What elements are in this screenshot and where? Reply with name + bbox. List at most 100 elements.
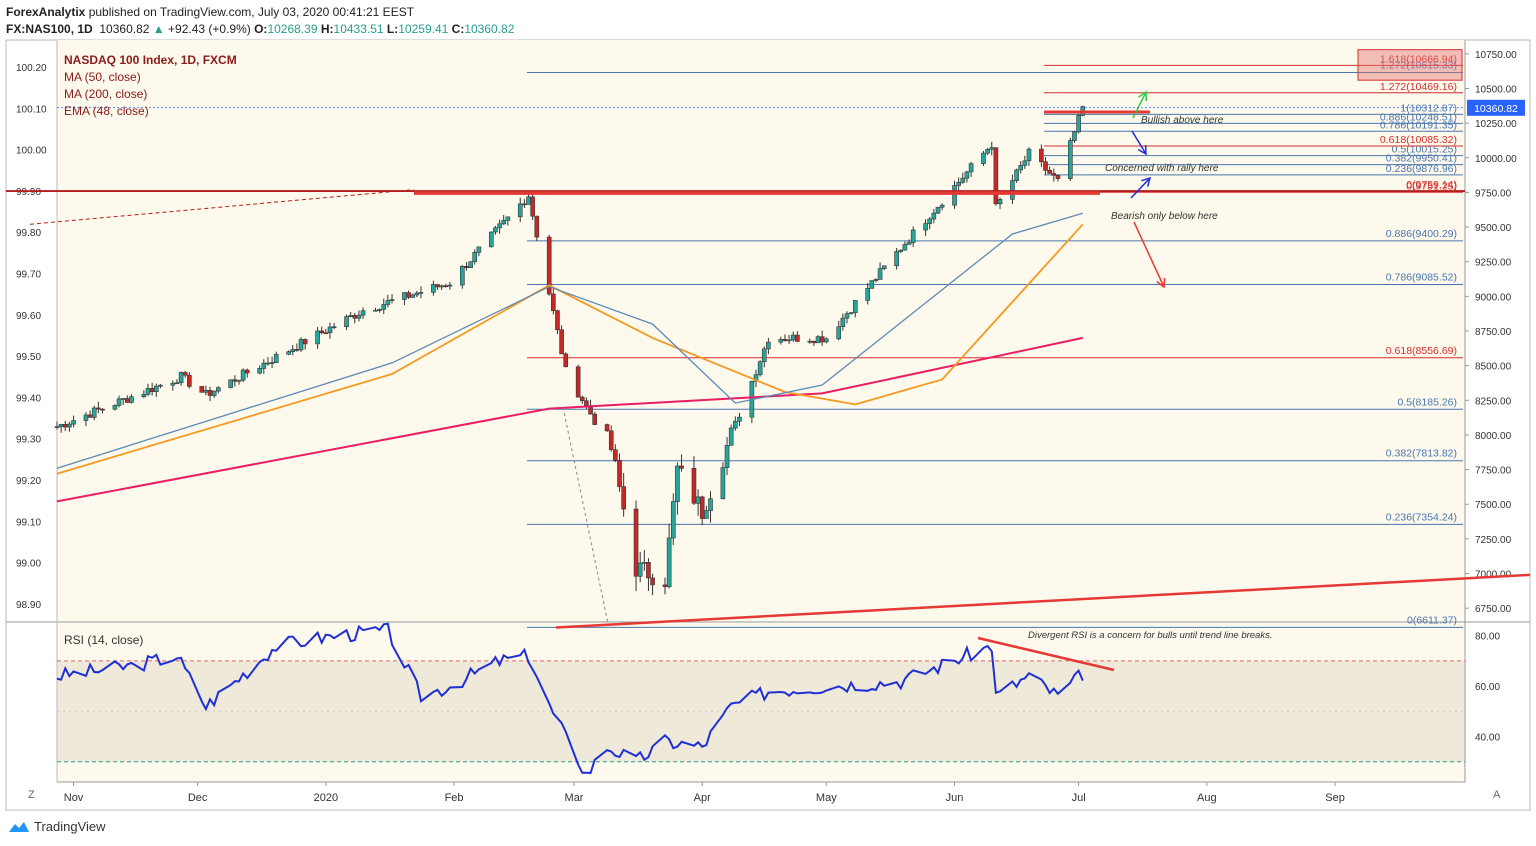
- candle-body: [468, 261, 473, 268]
- price-tick-label: 6750.00: [1475, 604, 1512, 615]
- rising-trend-line: [555, 573, 1531, 629]
- down-arrow-red-icon-head: [1156, 277, 1166, 289]
- candle-body: [402, 292, 407, 300]
- candle-body: [993, 147, 999, 205]
- candle-body: [187, 374, 192, 387]
- left-tick-label: 99.70: [16, 270, 41, 281]
- candle-body: [662, 584, 668, 588]
- auto-scale-button[interactable]: A: [1493, 789, 1501, 801]
- candle-body: [476, 246, 482, 253]
- fib-level-label: 0.786(9085.52): [1386, 272, 1457, 284]
- candle-body: [642, 562, 647, 564]
- candle-body: [691, 468, 697, 504]
- left-tick-label: 99.60: [16, 311, 41, 322]
- fib2-level-label: 0.618(10085.32): [1380, 134, 1457, 146]
- annotation-bullish: Bullish above here: [1141, 115, 1224, 126]
- price-tick-label: 10500.00: [1475, 85, 1517, 96]
- candle-body: [646, 562, 651, 579]
- tradingview-logo[interactable]: TradingView: [8, 819, 106, 834]
- legend-ma50[interactable]: MA (50, close): [64, 70, 141, 84]
- fib-level-label: 0.886(9400.29): [1386, 228, 1457, 240]
- candle-body: [236, 379, 242, 382]
- candle-body: [778, 339, 784, 343]
- candle-body: [985, 149, 990, 154]
- legend-ema48[interactable]: EMA (48, close): [64, 104, 149, 118]
- publisher-name[interactable]: ForexAnalytix: [6, 5, 86, 19]
- candle-body: [836, 326, 842, 340]
- fib2-level-label: 0.5(10015.25): [1392, 144, 1457, 156]
- candle-body: [877, 268, 883, 280]
- time-tick-label: Mar: [565, 792, 584, 804]
- candle-body: [811, 340, 817, 344]
- tradingview-icon: [9, 821, 29, 832]
- candle-body: [873, 279, 879, 281]
- candle-body: [360, 310, 366, 316]
- symbol-line: FX:NAS100, 1D 10360.82 ▲ +92.43 (+0.9%) …: [6, 22, 514, 36]
- candle-body: [327, 326, 333, 334]
- candle-body: [174, 382, 180, 385]
- legend-title[interactable]: NASDAQ 100 Index, 1D, FXCM: [64, 53, 237, 67]
- candle-body: [331, 326, 337, 329]
- candle-body: [931, 212, 937, 220]
- fib-level-label: 0.382(7813.82): [1386, 448, 1457, 460]
- candle-body: [1022, 160, 1028, 166]
- candle-body: [526, 196, 531, 205]
- candle-body: [410, 294, 416, 298]
- candle-body: [559, 329, 564, 355]
- zoom-reset-button[interactable]: Z: [28, 789, 35, 801]
- legend-ma200[interactable]: MA (200, close): [64, 87, 148, 101]
- candle-body: [1047, 169, 1052, 174]
- candle-body: [551, 293, 556, 312]
- last-price-badge: [1467, 99, 1525, 116]
- candle-body: [199, 386, 205, 393]
- up-arrow-green-icon-head: [1138, 90, 1148, 102]
- candle-body: [373, 309, 378, 312]
- candle-body: [389, 299, 395, 301]
- candle-body: [910, 229, 916, 243]
- candle-body: [1018, 165, 1024, 171]
- candle-body: [447, 284, 453, 287]
- candle-body: [488, 231, 494, 248]
- candle-body: [824, 338, 829, 343]
- candle-body: [637, 562, 643, 577]
- candle-body: [679, 465, 684, 469]
- close-label: C:: [451, 22, 465, 36]
- candle-body: [112, 405, 118, 410]
- candle-body: [766, 341, 771, 350]
- candle-body: [1068, 140, 1073, 179]
- candle-body: [555, 310, 560, 331]
- price-tick-label: 8500.00: [1475, 362, 1512, 373]
- price-tick-label: 7000.00: [1475, 570, 1512, 581]
- candle-body: [83, 414, 89, 421]
- candle-body: [981, 152, 986, 164]
- rsi-line: [56, 622, 1084, 775]
- candle-body: [439, 285, 444, 288]
- candle-body: [675, 465, 680, 502]
- candle-body: [737, 416, 742, 422]
- rsi-legend[interactable]: RSI (14, close): [64, 633, 144, 647]
- candle-body: [786, 339, 792, 342]
- open-label: O:: [254, 22, 268, 36]
- candle-body: [377, 309, 382, 311]
- price-tick-label: 9000.00: [1475, 292, 1512, 303]
- candle-body: [315, 330, 320, 345]
- last-price-badge-label: 10360.82: [1474, 103, 1518, 115]
- left-tick-label: 99.20: [16, 476, 41, 487]
- candle-body: [257, 368, 262, 374]
- fib2-level-label: 1(10312.87): [1400, 102, 1457, 114]
- high-value: 10433.51: [333, 22, 384, 36]
- candle-body: [414, 292, 420, 296]
- rsi-tick-label: 80.00: [1475, 632, 1500, 643]
- left-tick-label: 99.90: [16, 187, 41, 198]
- symbol-label[interactable]: FX:NAS100, 1D: [6, 22, 93, 36]
- candle-body: [228, 379, 234, 388]
- fib2-level-label: 0.786(10191.35): [1380, 119, 1457, 131]
- price-tick-label: 7500.00: [1475, 500, 1512, 511]
- candle-body: [902, 244, 908, 251]
- candle-body: [286, 351, 291, 355]
- candle-body: [997, 199, 1003, 205]
- candle-body: [1043, 161, 1048, 171]
- up-arrow-green-icon: [1132, 91, 1147, 119]
- rsi-annotation: Divergent RSI is a concern for bulls unt…: [1028, 630, 1272, 641]
